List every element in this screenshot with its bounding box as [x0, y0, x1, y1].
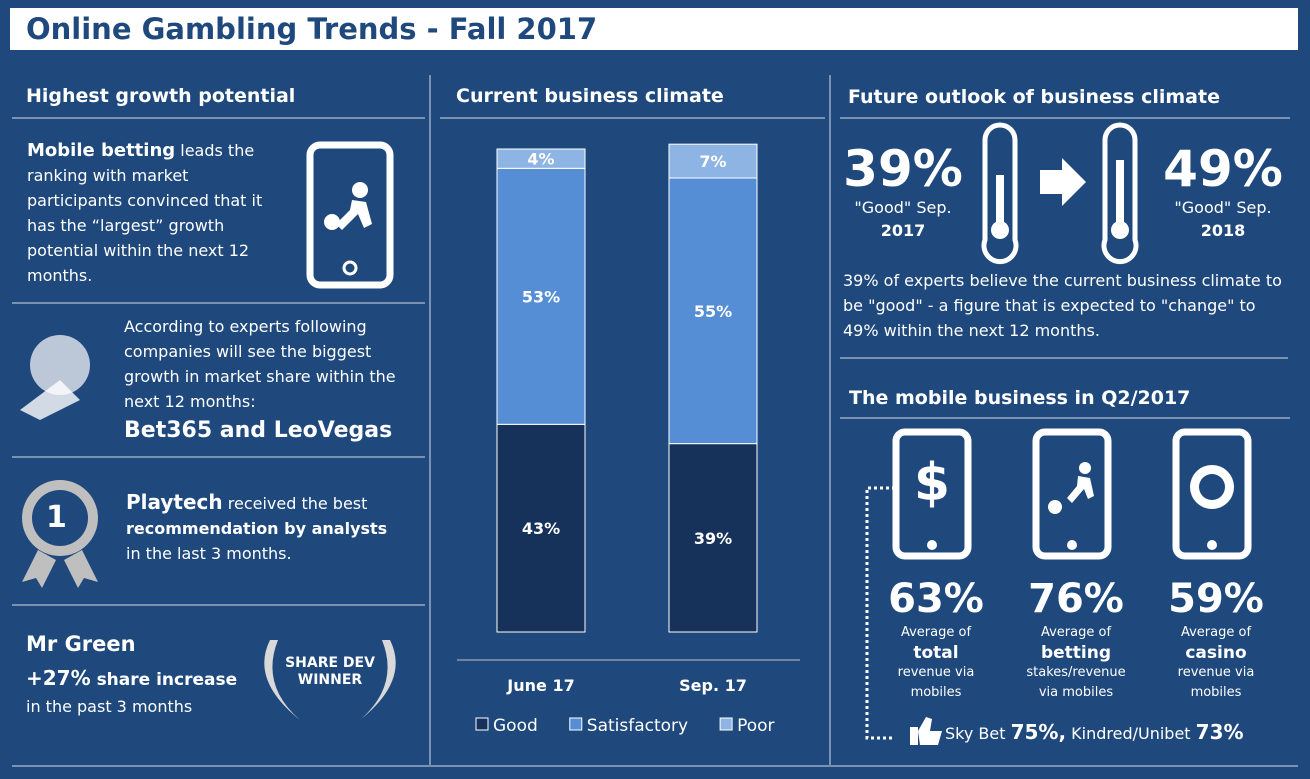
- growth-text: Mobile betting leads the ranking with ma…: [27, 138, 277, 288]
- section-heading: Highest growth potential: [26, 85, 296, 107]
- mrgreen-name: Mr Green: [26, 632, 136, 656]
- value: 76%: [1028, 576, 1124, 622]
- badge-line: WINNER: [297, 672, 363, 688]
- text: leads the ranking with market participan…: [27, 141, 263, 285]
- text: received the best: [227, 494, 368, 513]
- text: share increase: [96, 670, 238, 690]
- bar-segment: [668, 443, 758, 633]
- year: 2017: [880, 221, 926, 240]
- chart-title: Current business climate: [456, 85, 724, 107]
- mobile-item: 59% Average of casino revenue via mobiles: [1152, 575, 1280, 703]
- bar-segment: [668, 177, 758, 445]
- value: 73%: [1195, 720, 1244, 744]
- value: 75%,: [1010, 720, 1067, 744]
- bold: total: [913, 643, 959, 663]
- legend-swatch: [475, 717, 489, 731]
- mrgreen-text: in the past 3 months: [26, 697, 193, 716]
- page-title: Online Gambling Trends - Fall 2017: [26, 12, 598, 46]
- mobile-footer: Sky Bet 75%, Kindred/Unibet 73%: [945, 720, 1244, 744]
- value-label: 55%: [694, 302, 732, 321]
- badge-line: SHARE DEV: [285, 655, 375, 671]
- text: Average of: [1180, 625, 1252, 640]
- bold: recommendation by analysts: [126, 519, 388, 538]
- label: "Good" Sep.: [854, 198, 952, 217]
- value-label: 7%: [699, 152, 726, 171]
- value-label: 39%: [694, 529, 732, 548]
- playtech-text: Playtech received the best recommendation…: [126, 490, 416, 566]
- outlook-text: 39% of experts believe the current busin…: [843, 271, 1282, 340]
- mrgreen-increase: +27% share increase: [26, 666, 237, 690]
- value-label: 4%: [527, 150, 554, 169]
- connector: [865, 486, 895, 740]
- lead: Mobile betting: [27, 140, 176, 161]
- legend-label: Poor: [737, 716, 774, 736]
- text: stakes/revenue via mobiles: [1026, 665, 1126, 700]
- text: in the last 3 months.: [126, 544, 292, 563]
- legend-label: Good: [493, 716, 538, 736]
- text: revenue via mobiles: [1177, 665, 1255, 700]
- name: Playtech: [126, 490, 223, 514]
- share-highlight: Bet365 and LeoVegas: [124, 418, 393, 443]
- section-heading: Future outlook of business climate: [848, 86, 1220, 108]
- value-label: 53%: [522, 287, 560, 306]
- legend-swatch: [569, 717, 583, 731]
- value: 59%: [1168, 576, 1264, 622]
- year: 2018: [1200, 221, 1246, 240]
- bold: betting: [1040, 643, 1112, 663]
- text: Sky Bet: [945, 724, 1006, 743]
- value: 39%: [843, 140, 963, 198]
- dividers: [12, 75, 1298, 767]
- mobile-item: 76% Average of betting stakes/revenue via m…: [1012, 575, 1140, 703]
- text: Average of: [1040, 625, 1112, 640]
- x-tick-label: June 17: [506, 676, 574, 695]
- value: 63%: [888, 576, 984, 622]
- text: Kindred/Unibet: [1071, 724, 1191, 743]
- mobile-item: 63% Average of total revenue via mobiles: [872, 575, 1000, 703]
- outlook-next: 49% "Good" Sep. 2018: [1158, 140, 1288, 240]
- dollar-icon: $: [914, 453, 950, 513]
- title-bar: [10, 8, 1298, 50]
- award-badge: SHARE DEV WINNER: [270, 655, 390, 689]
- share-text: According to experts following companies…: [124, 317, 396, 411]
- outlook-now: 39% "Good" Sep. 2017: [838, 140, 968, 240]
- bar-segment: [496, 148, 586, 169]
- increase: +27%: [26, 666, 91, 690]
- label: "Good" Sep.: [1174, 198, 1272, 217]
- badge-number: 1: [46, 500, 67, 535]
- icon-fills: [20, 158, 1234, 745]
- bar-segment: [496, 423, 586, 633]
- legend-swatch: [719, 717, 733, 731]
- x-tick-label: Sep. 17: [679, 676, 747, 695]
- value: 49%: [1163, 140, 1283, 198]
- text: revenue via mobiles: [897, 665, 975, 700]
- value-label: 43%: [522, 519, 560, 538]
- section-heading: The mobile business in Q2/2017: [849, 387, 1191, 409]
- bold: casino: [1185, 643, 1247, 663]
- icons: [306, 122, 1252, 560]
- text: Average of: [900, 625, 972, 640]
- bar-segment: [668, 143, 758, 179]
- bar-segment: [496, 167, 586, 425]
- legend-label: Satisfactory: [587, 716, 688, 736]
